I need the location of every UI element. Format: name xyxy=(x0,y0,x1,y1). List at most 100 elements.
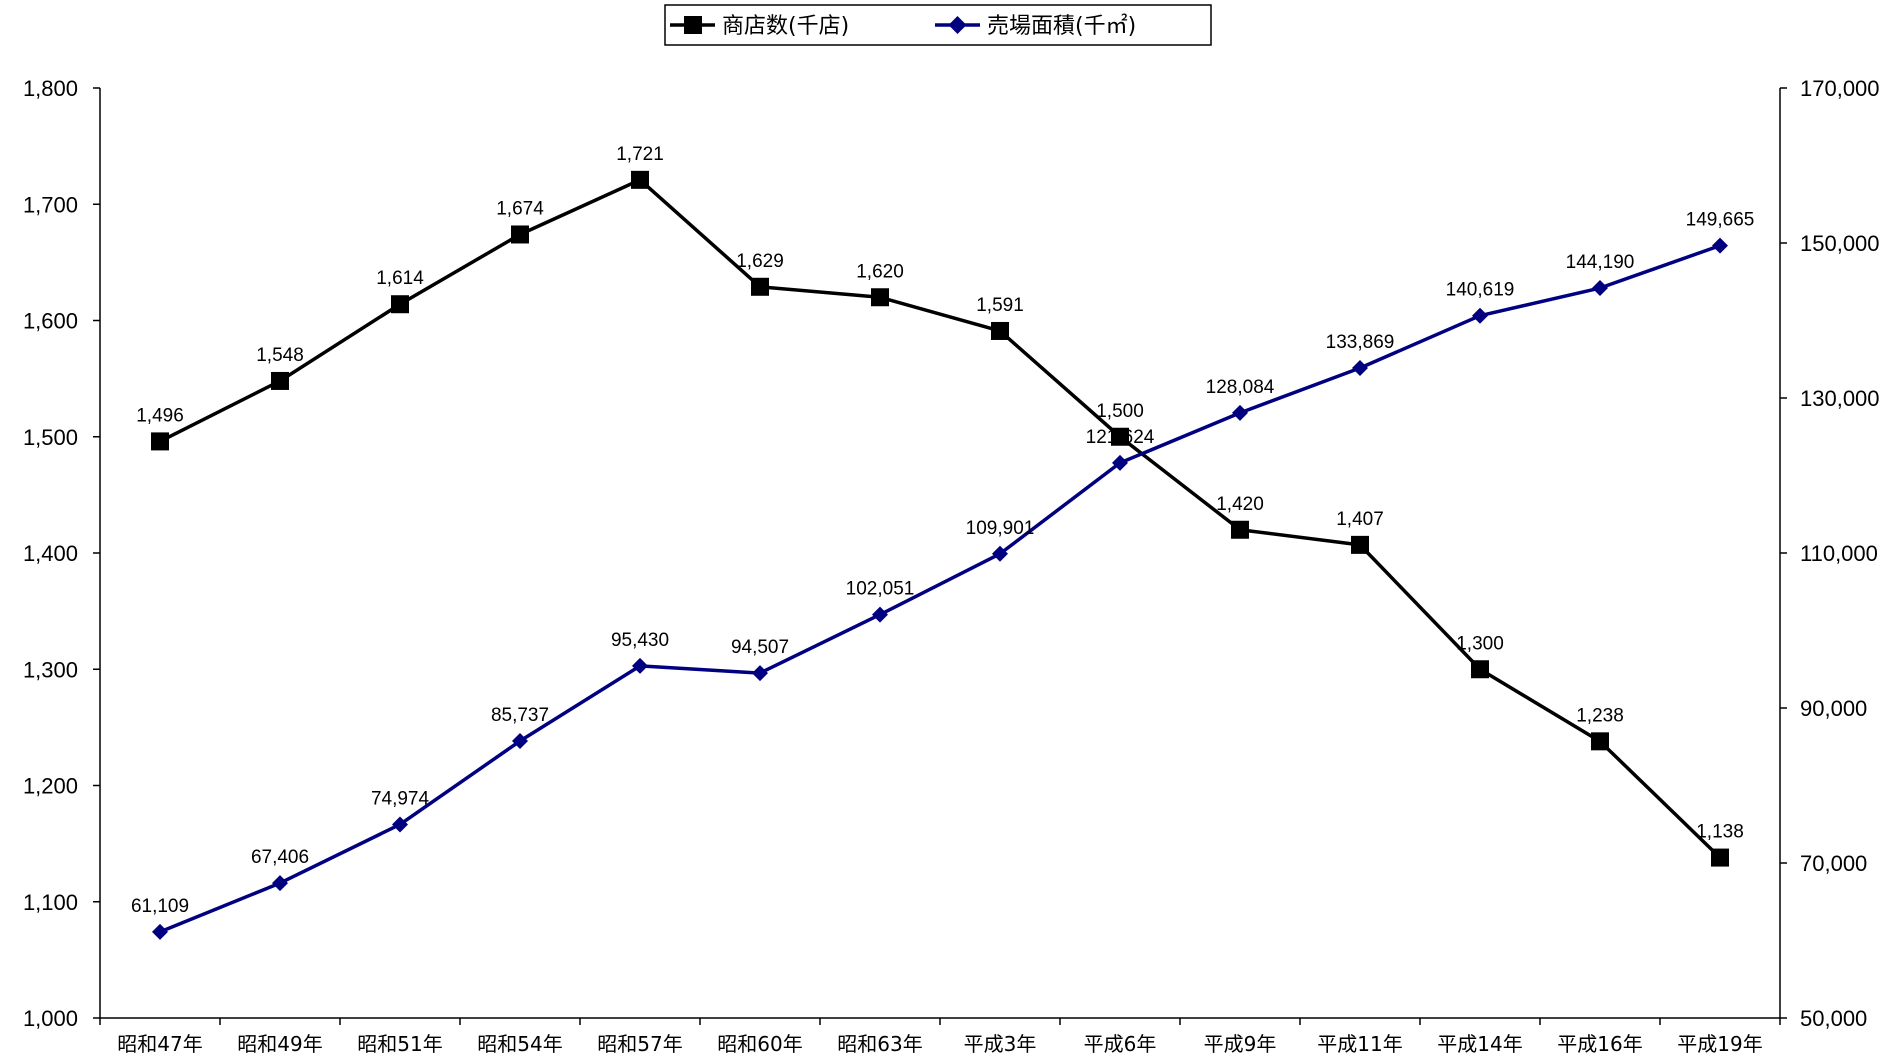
area-data-label: 149,665 xyxy=(1686,210,1755,231)
area-marker xyxy=(992,545,1008,562)
shops-data-label: 1,407 xyxy=(1336,509,1384,530)
area-marker xyxy=(1712,237,1728,254)
left-axis-tick-label: 1,600 xyxy=(23,309,78,334)
left-axis-tick-label: 1,400 xyxy=(23,541,78,566)
area-data-label: 121,624 xyxy=(1086,427,1155,448)
shops-data-label: 1,721 xyxy=(616,144,664,165)
left-axis-tick-label: 1,700 xyxy=(23,192,78,217)
area-data-label: 102,051 xyxy=(846,579,915,600)
shops-marker xyxy=(631,170,649,189)
x-axis-category-label: 昭和49年 xyxy=(237,1032,322,1056)
legend: 商店数(千店) 売場面積(千㎡) xyxy=(664,4,1212,46)
x-axis: 昭和47年 昭和49年 昭和51年 昭和54年 昭和57年 昭和60年 昭和63年 平成3年 平… xyxy=(99,1017,1781,1056)
shops-marker xyxy=(391,295,409,314)
area-data-label: 133,869 xyxy=(1326,332,1395,353)
shops-marker xyxy=(151,432,169,451)
shops-marker xyxy=(1231,520,1249,539)
shops-marker xyxy=(1471,660,1489,679)
legend-label-shops: 商店数(千店) xyxy=(722,14,849,39)
area-data-label: 94,507 xyxy=(731,637,789,658)
area-marker xyxy=(1352,360,1368,377)
shops-data-label: 1,674 xyxy=(496,198,544,219)
shops-data-label: 1,420 xyxy=(1216,494,1264,515)
shops-data-label: 1,138 xyxy=(1696,822,1744,843)
legend-label-area: 売場面積(千㎡) xyxy=(987,13,1136,39)
x-axis-category-label: 平成11年 xyxy=(1317,1032,1402,1056)
shops-marker xyxy=(511,225,529,244)
left-axis-tick-label: 1,000 xyxy=(23,1006,78,1031)
shops-marker xyxy=(1711,848,1729,867)
x-axis-category-label: 平成9年 xyxy=(1204,1032,1277,1056)
right-axis-tick-label: 130,000 xyxy=(1800,386,1880,411)
left-axis-tick-label: 1,800 xyxy=(23,76,78,101)
shops-data-label: 1,500 xyxy=(1096,401,1144,422)
shops-marker xyxy=(991,321,1009,340)
area-marker xyxy=(392,816,408,833)
area-data-label: 85,737 xyxy=(491,705,549,726)
shops-data-label: 1,496 xyxy=(136,405,184,426)
left-axis: 1,000 1,100 1,200 1,300 1,400 1,500 1,600 1,700… xyxy=(23,76,101,1031)
area-data-label: 74,974 xyxy=(371,788,430,809)
x-axis-category-label: 昭和54年 xyxy=(477,1032,562,1056)
right-axis-tick-label: 50,000 xyxy=(1800,1006,1867,1031)
area-data-label: 67,406 xyxy=(251,847,309,868)
x-axis-category-label: 平成16年 xyxy=(1557,1032,1642,1056)
x-axis-category-label: 昭和60年 xyxy=(717,1032,802,1056)
area-data-label: 95,430 xyxy=(611,630,669,651)
area-data-label: 140,619 xyxy=(1446,280,1515,301)
shops-data-label: 1,238 xyxy=(1576,705,1624,726)
area-data-label: 61,109 xyxy=(131,896,189,917)
area-marker xyxy=(632,657,648,674)
area-line xyxy=(159,243,1721,934)
shops-marker xyxy=(751,277,769,296)
shops-data-label: 1,614 xyxy=(376,268,424,289)
shops-data-label: 1,629 xyxy=(736,251,784,272)
right-axis-tick-label: 150,000 xyxy=(1800,231,1880,256)
x-axis-category-label: 昭和47年 xyxy=(117,1032,202,1056)
area-data-label: 128,084 xyxy=(1206,377,1275,398)
shops-marker xyxy=(1591,732,1609,751)
area-marker xyxy=(152,923,168,940)
area-marker xyxy=(1112,454,1128,471)
shops-data-label: 1,548 xyxy=(256,345,304,366)
area-marker xyxy=(1472,307,1488,324)
shops-data-label: 1,300 xyxy=(1456,633,1504,654)
left-axis-tick-label: 1,200 xyxy=(23,774,78,799)
series-shops: 1,496 1,548 1,614 1,674 1,721 1,629 1,620 1,591… xyxy=(136,144,1744,867)
series-area: 61,109 67,406 74,974 85,737 95,430 94,507 102,… xyxy=(131,210,1754,940)
right-axis-tick-label: 170,000 xyxy=(1800,76,1880,101)
left-axis-tick-label: 1,300 xyxy=(23,657,78,682)
x-axis-category-label: 昭和51年 xyxy=(357,1032,442,1056)
legend-marker-square xyxy=(684,16,702,34)
area-marker xyxy=(752,665,768,682)
x-axis-category-label: 平成19年 xyxy=(1677,1032,1762,1056)
right-axis-tick-label: 70,000 xyxy=(1800,851,1867,876)
area-marker xyxy=(512,733,528,750)
shops-data-label: 1,620 xyxy=(856,261,904,282)
x-axis-category-label: 昭和57年 xyxy=(597,1032,682,1056)
shops-marker xyxy=(1111,427,1129,446)
area-marker xyxy=(1592,280,1608,297)
right-axis-tick-label: 110,000 xyxy=(1800,541,1878,566)
shops-marker xyxy=(271,371,289,390)
left-axis-tick-label: 1,500 xyxy=(23,425,78,450)
x-axis-category-label: 平成14年 xyxy=(1437,1032,1522,1056)
shops-line xyxy=(159,178,1722,859)
x-axis-category-label: 昭和63年 xyxy=(837,1032,922,1056)
area-data-label: 144,190 xyxy=(1566,252,1635,273)
legend-marker-diamond xyxy=(948,16,967,34)
area-marker xyxy=(272,875,288,892)
x-axis-category-label: 平成3年 xyxy=(964,1032,1037,1056)
area-marker xyxy=(1232,404,1248,421)
x-axis-category-label: 平成6年 xyxy=(1084,1032,1157,1056)
area-data-label: 109,901 xyxy=(966,518,1035,539)
shops-marker xyxy=(871,288,889,307)
shops-marker xyxy=(1351,535,1369,554)
right-axis: 50,000 70,000 90,000 110,000 130,000 150,000 1… xyxy=(1779,76,1880,1031)
area-marker xyxy=(872,606,888,623)
left-axis-tick-label: 1,100 xyxy=(23,890,78,915)
right-axis-tick-label: 90,000 xyxy=(1800,696,1867,721)
shops-data-label: 1,591 xyxy=(976,295,1024,316)
